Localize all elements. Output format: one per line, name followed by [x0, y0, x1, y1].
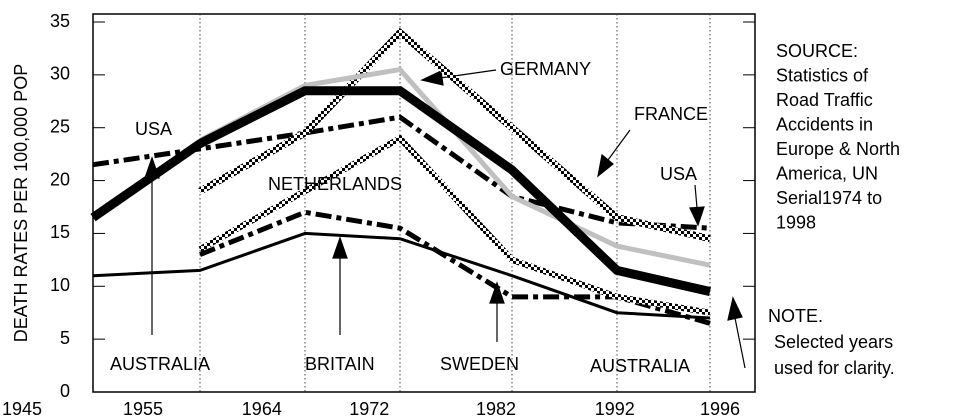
- series-line: [90, 86, 711, 296]
- series-line: [198, 66, 711, 268]
- source-text: America, UN: [776, 163, 878, 183]
- y-tick-label: 15: [50, 222, 70, 242]
- annotation: AUSTRALIA: [590, 356, 690, 376]
- y-tick-label: 35: [50, 11, 70, 31]
- series-label: NETHERLANDS: [268, 174, 402, 194]
- y-tick-label: 5: [60, 328, 70, 348]
- series-label: FRANCE: [634, 104, 708, 124]
- source-text: Accidents in: [776, 114, 873, 134]
- x-tick-label: 1982: [476, 399, 516, 419]
- y-tick-label: 25: [50, 116, 70, 136]
- series-label: USA: [135, 119, 172, 139]
- y-tick-label: 10: [50, 275, 70, 295]
- series-line: [198, 134, 711, 316]
- note-text: Selected years: [774, 332, 893, 352]
- note-text: NOTE.: [768, 306, 823, 326]
- series-lines: [90, 27, 711, 326]
- source-text: Serial1974 to: [776, 188, 882, 208]
- x-tick-label: 1996: [700, 399, 740, 419]
- series-line: [92, 231, 711, 320]
- annotation-arrows: [144, 69, 746, 369]
- source-text: Road Traffic: [776, 90, 873, 110]
- x-tick-label: 1964: [242, 399, 282, 419]
- x-tick-label: 1945: [2, 399, 42, 419]
- x-tick-label: 1972: [349, 399, 389, 419]
- series-label: BRITAIN: [305, 354, 375, 374]
- x-tick-label: 1955: [123, 399, 163, 419]
- source-text: 1998: [776, 212, 816, 232]
- source-text: SOURCE:: [776, 41, 858, 61]
- series-label: AUSTRALIA: [110, 354, 210, 374]
- note-text: used for clarity.: [774, 358, 895, 378]
- plot-frame: [92, 13, 756, 393]
- annotation: USA: [660, 164, 697, 184]
- y-tick-label: 0: [60, 381, 70, 401]
- series-line: [199, 209, 711, 326]
- series-line: [198, 27, 711, 243]
- y-tick-label: 30: [50, 64, 70, 84]
- series-label: GERMANY: [500, 59, 591, 79]
- series-label: SWEDEN: [440, 354, 519, 374]
- source-text: Europe & North: [776, 139, 900, 159]
- y-axis-label: DEATH RATES PER 100,000 POP: [11, 64, 31, 342]
- y-tick-label: 20: [50, 169, 70, 189]
- x-tick-label: 1992: [595, 399, 635, 419]
- source-text: Statistics of: [776, 65, 869, 85]
